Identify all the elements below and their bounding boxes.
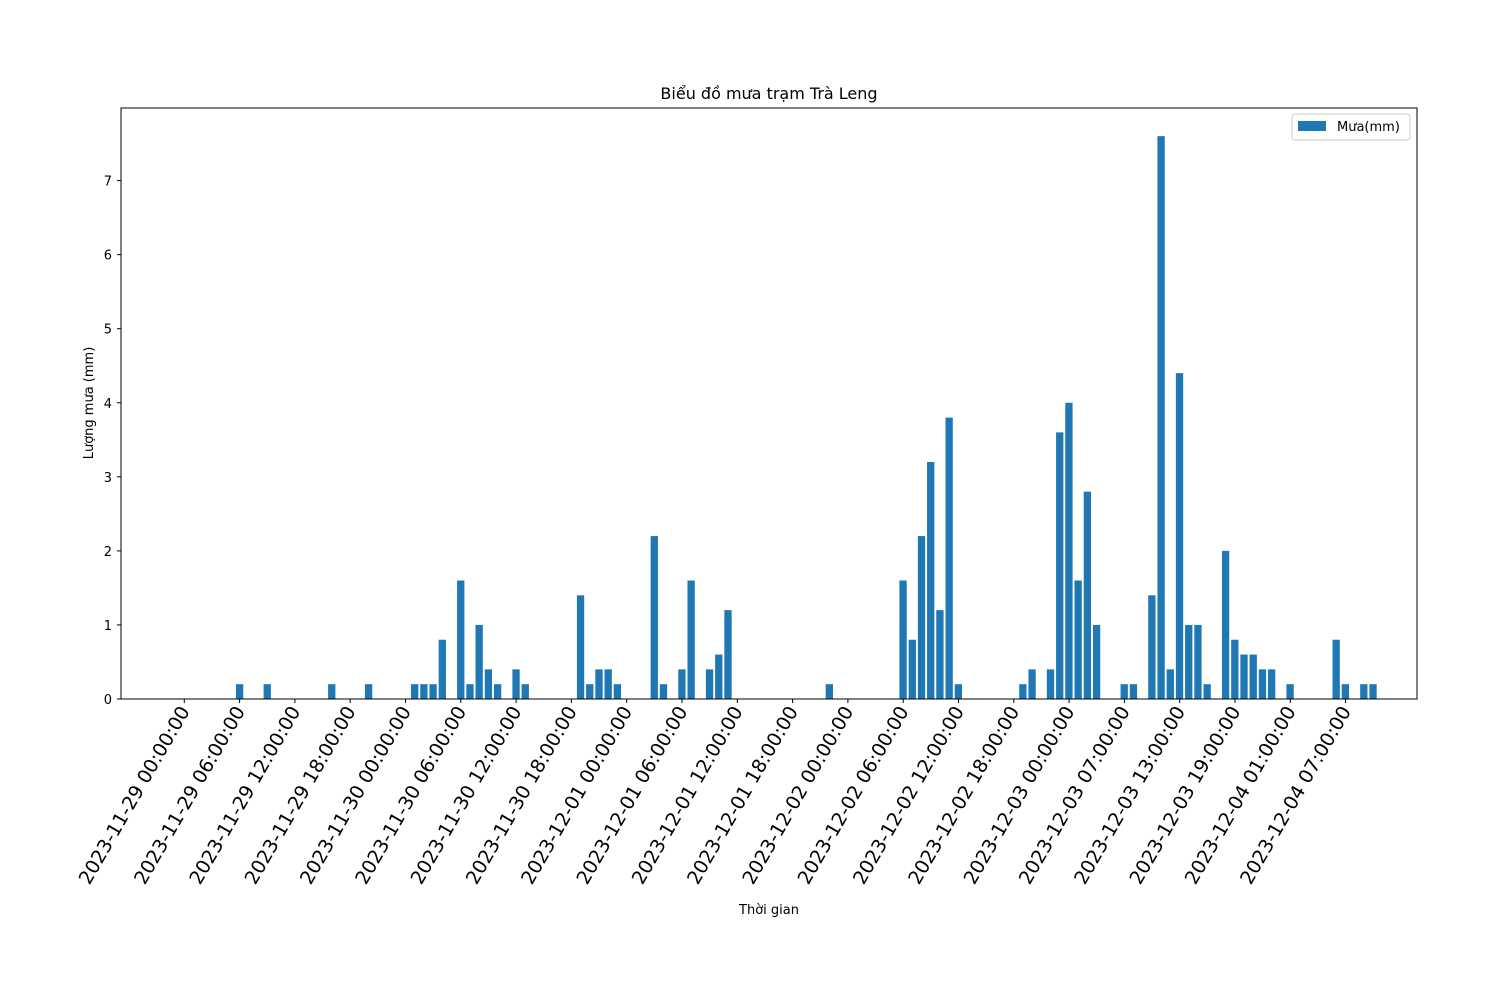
bar [1249, 654, 1257, 699]
bar [1194, 624, 1202, 699]
bar [1148, 595, 1156, 699]
bar [493, 684, 502, 699]
bar [899, 580, 907, 699]
bar [263, 684, 271, 699]
bar [917, 536, 926, 699]
bar [576, 595, 585, 699]
bar [512, 669, 520, 699]
legend: Mưa(mm) [1291, 113, 1411, 141]
x-tick-label: 2023-12-04 07:00:00 [1236, 703, 1356, 889]
bar [1028, 669, 1036, 699]
bar [1221, 550, 1230, 699]
bar [954, 684, 963, 699]
legend-swatch [1298, 121, 1326, 131]
bar [1286, 684, 1294, 699]
plot-frame [120, 107, 1418, 700]
bar [1120, 684, 1128, 699]
bar [650, 536, 658, 699]
bar [1258, 669, 1267, 699]
y-tick-label: 2 [104, 545, 112, 560]
y-tick-label: 1 [104, 619, 112, 634]
y-tick-label: 7 [104, 175, 112, 190]
bar [1019, 684, 1027, 699]
bar [825, 684, 833, 699]
bar [715, 654, 723, 699]
bar [1231, 639, 1239, 699]
bar [1175, 373, 1184, 699]
bar [1360, 684, 1368, 699]
bar [1065, 402, 1073, 699]
bar [411, 684, 419, 699]
bar-group [235, 136, 1377, 699]
bar [586, 684, 594, 699]
y-axis-label: Lượng mưa (mm) [82, 347, 97, 460]
y-tick-label: 3 [104, 471, 112, 486]
bar [1185, 624, 1193, 699]
bar [724, 610, 732, 699]
bar [1074, 580, 1082, 699]
chart-title: Biểu đồ mưa trạm Trà Leng [660, 84, 877, 103]
bar [1369, 684, 1377, 699]
y-tick-label: 5 [104, 323, 112, 338]
bar [678, 669, 686, 699]
bar [1092, 624, 1101, 699]
bar [1166, 669, 1174, 699]
bar [659, 684, 668, 699]
y-tick-label: 4 [104, 397, 112, 412]
bar [1332, 639, 1340, 699]
bar [466, 684, 474, 699]
bar [1046, 669, 1055, 699]
bar [475, 624, 483, 699]
bar [687, 580, 695, 699]
bar [484, 669, 493, 699]
bar [438, 639, 446, 699]
bar [604, 669, 612, 699]
legend-label: Mưa(mm) [1337, 120, 1400, 135]
x-axis-label: Thời gian [738, 903, 799, 918]
bar [1056, 432, 1064, 699]
bar [364, 684, 373, 699]
bar [328, 684, 336, 699]
bar [521, 684, 529, 699]
bar [1083, 491, 1092, 699]
bar [595, 669, 603, 699]
bar [457, 580, 465, 699]
bar [927, 462, 935, 699]
bar [613, 684, 622, 699]
bar [936, 610, 944, 699]
bar [235, 684, 244, 699]
y-tick-label: 0 [104, 693, 112, 708]
bar [1240, 654, 1248, 699]
bar [1157, 136, 1165, 699]
bar [420, 684, 428, 699]
bar [1203, 684, 1211, 699]
y-axis: 0 1 2 3 4 5 6 7 [104, 175, 121, 708]
bar [945, 417, 953, 699]
y-tick-label: 6 [104, 249, 112, 264]
bar [1341, 684, 1350, 699]
bar [429, 684, 437, 699]
bar [1268, 669, 1276, 699]
bar [1129, 684, 1138, 699]
bar [705, 669, 714, 699]
legend-box [1291, 113, 1411, 141]
bar [908, 639, 916, 699]
